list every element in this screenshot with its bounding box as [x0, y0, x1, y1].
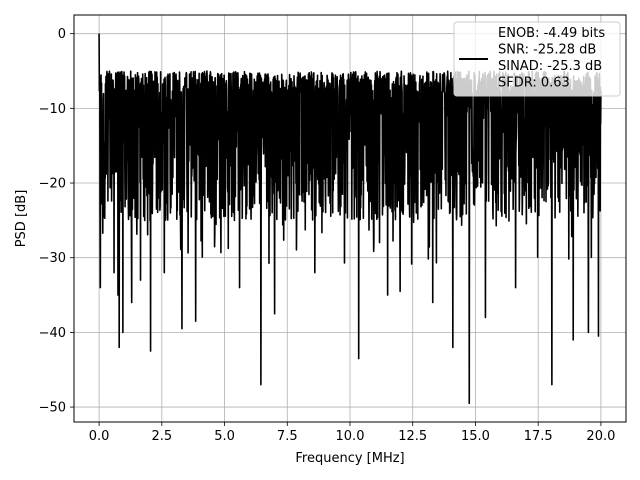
- y-tick-label: −30: [39, 251, 66, 266]
- legend-text-enob: ENOB: -4.49 bits: [498, 26, 605, 41]
- axis-ticks: 0.0 2.5 5.0 7.5 10.0 12.5 15.0 17.5 20.0 0 −10 −20 −…: [39, 27, 616, 444]
- x-tick-label: 20.0: [586, 429, 615, 444]
- x-tick-label: 12.5: [398, 429, 427, 444]
- x-tick-label: 15.0: [461, 429, 490, 444]
- x-tick-label: 10.0: [336, 429, 365, 444]
- y-tick-label: −50: [39, 401, 66, 416]
- legend-text-snr: SNR: -25.28 dB: [498, 43, 596, 58]
- x-tick-label: 5.0: [214, 429, 235, 444]
- legend-text-sfdr: SFDR: 0.63: [498, 76, 570, 91]
- x-axis-label: Frequency [MHz]: [295, 451, 404, 466]
- y-tick-label: −40: [39, 326, 66, 341]
- y-tick-label: −10: [39, 102, 66, 117]
- y-tick-label: −20: [39, 177, 66, 192]
- axis-labels: Frequency [MHz] PSD [dB]: [14, 190, 405, 466]
- y-tick-label: 0: [58, 27, 66, 42]
- y-axis-label: PSD [dB]: [14, 190, 29, 248]
- x-tick-label: 2.5: [151, 429, 172, 444]
- legend-box: [453, 21, 621, 97]
- legend: ENOB: -4.49 bits SNR: -25.28 dB SINAD: -…: [453, 21, 621, 97]
- x-tick-label: 7.5: [277, 429, 298, 444]
- x-tick-label: 17.5: [524, 429, 553, 444]
- legend-text-sinad: SINAD: -25.3 dB: [498, 59, 602, 74]
- x-tick-label: 0.0: [89, 429, 110, 444]
